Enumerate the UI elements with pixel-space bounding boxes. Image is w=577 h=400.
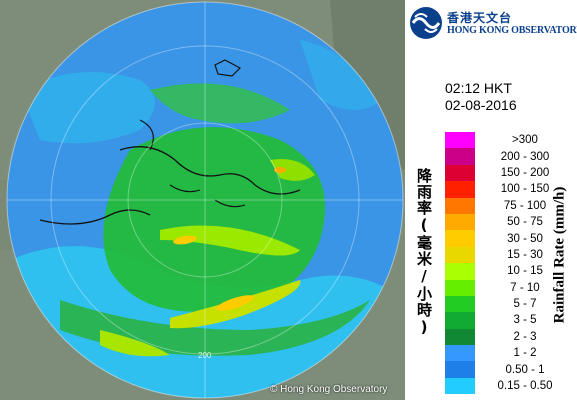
legend-label: 0.15 - 0.50 — [497, 380, 553, 393]
observatory-logo-icon — [410, 7, 442, 39]
rain-band-moderate — [150, 83, 290, 124]
rain-cell-intense — [215, 295, 255, 311]
legend-label: 3 - 5 — [513, 314, 537, 327]
legend-swatch — [445, 181, 475, 198]
legend-swatch — [445, 361, 475, 378]
legend-label: 2 - 3 — [513, 330, 537, 343]
legend-item: 10 - 15 — [445, 263, 575, 280]
legend-label: 30 - 50 — [507, 232, 543, 245]
legend-title-chinese: 降雨率(毫米/小時) — [415, 168, 433, 337]
legend-label: 150 - 200 — [500, 166, 550, 179]
legend-title-english: Rainfall Rate (mm/h) — [551, 186, 568, 324]
legend-item: 7 - 10 — [445, 279, 575, 296]
rain-band-heavy — [160, 225, 300, 256]
coastline — [39, 209, 151, 225]
range-ring-label: 200 — [198, 351, 212, 360]
legend-item: 75 - 100 — [445, 197, 575, 214]
island-outline — [214, 59, 241, 77]
legend-swatch — [445, 213, 475, 231]
legend-item: 2 - 3 — [445, 328, 575, 346]
rain-band-light — [20, 72, 155, 144]
legend-swatch — [445, 132, 475, 149]
legend-label: 10 - 15 — [507, 265, 543, 278]
legend-label: 7 - 10 — [510, 281, 540, 294]
coastline — [139, 119, 246, 208]
legend-item: 200 - 300 — [445, 148, 575, 165]
legend-label: 1 - 2 — [513, 347, 537, 360]
legend-swatch — [445, 164, 475, 182]
legend-swatch — [445, 295, 475, 313]
legend-swatch — [445, 263, 475, 280]
legend-swatch — [445, 230, 475, 247]
legend-item: 15 - 30 — [445, 246, 575, 264]
legend-item: 150 - 200 — [445, 164, 575, 182]
rain-band-light — [300, 40, 380, 110]
legend-swatch — [445, 197, 475, 214]
legend-label: 0.50 - 1 — [505, 363, 545, 376]
org-name-chinese: 香港天文台 — [447, 11, 513, 25]
legend-item: 0.50 - 1 — [445, 361, 575, 378]
copyright-notice: © Hong Kong Observatory — [270, 384, 388, 395]
legend-item: >300 — [445, 132, 575, 149]
info-panel: 香港天文台 HONG KONG OBSERVATORY 02:12 HKT 02… — [405, 0, 577, 400]
legend-swatch — [445, 279, 475, 296]
legend-item: 3 - 5 — [445, 312, 575, 329]
rain-band-heavy — [270, 159, 315, 181]
legend-item: 100 - 150 — [445, 181, 575, 198]
legend-label: 15 - 30 — [507, 248, 543, 261]
range-ring-outer — [6, 1, 404, 399]
rainfall-legend: >300 200 - 300 150 - 200 100 - 150 75 - 100 5… — [445, 132, 575, 395]
legend-swatch — [445, 246, 475, 264]
legend-label: >300 — [512, 134, 538, 147]
range-ring — [50, 45, 360, 355]
observation-time: 02:12 HKT — [445, 80, 512, 96]
coastline — [119, 146, 301, 195]
legend-swatch — [445, 377, 475, 395]
legend-label: 75 - 100 — [503, 199, 547, 212]
radar-coverage — [7, 2, 403, 398]
rain-cell-intense — [274, 167, 286, 173]
legend-item: 5 - 7 — [445, 295, 575, 313]
legend-item: 0.15 - 0.50 — [445, 377, 575, 395]
radar-map[interactable]: 200 © Hong Kong Observatory — [0, 0, 405, 400]
legend-label: 5 - 7 — [513, 298, 537, 311]
radar-map-svg: 200 — [0, 0, 405, 400]
legend-swatch — [445, 148, 475, 165]
rain-band-moderate — [103, 127, 325, 312]
observation-date: 02-08-2016 — [445, 97, 517, 113]
range-ring — [127, 122, 283, 278]
legend-item: 30 - 50 — [445, 230, 575, 247]
legend-item: 50 - 75 — [445, 213, 575, 231]
rain-cell-intense — [173, 235, 197, 245]
legend-label: 200 - 300 — [500, 150, 550, 163]
legend-label: 50 - 75 — [507, 216, 543, 229]
legend-swatch — [445, 328, 475, 346]
legend-swatch — [445, 345, 475, 362]
legend-swatch — [445, 312, 475, 329]
legend-label: 100 - 150 — [500, 183, 550, 196]
org-name-english: HONG KONG OBSERVATORY — [447, 25, 577, 36]
legend-item: 1 - 2 — [445, 345, 575, 362]
rain-band-heavy — [100, 330, 170, 357]
